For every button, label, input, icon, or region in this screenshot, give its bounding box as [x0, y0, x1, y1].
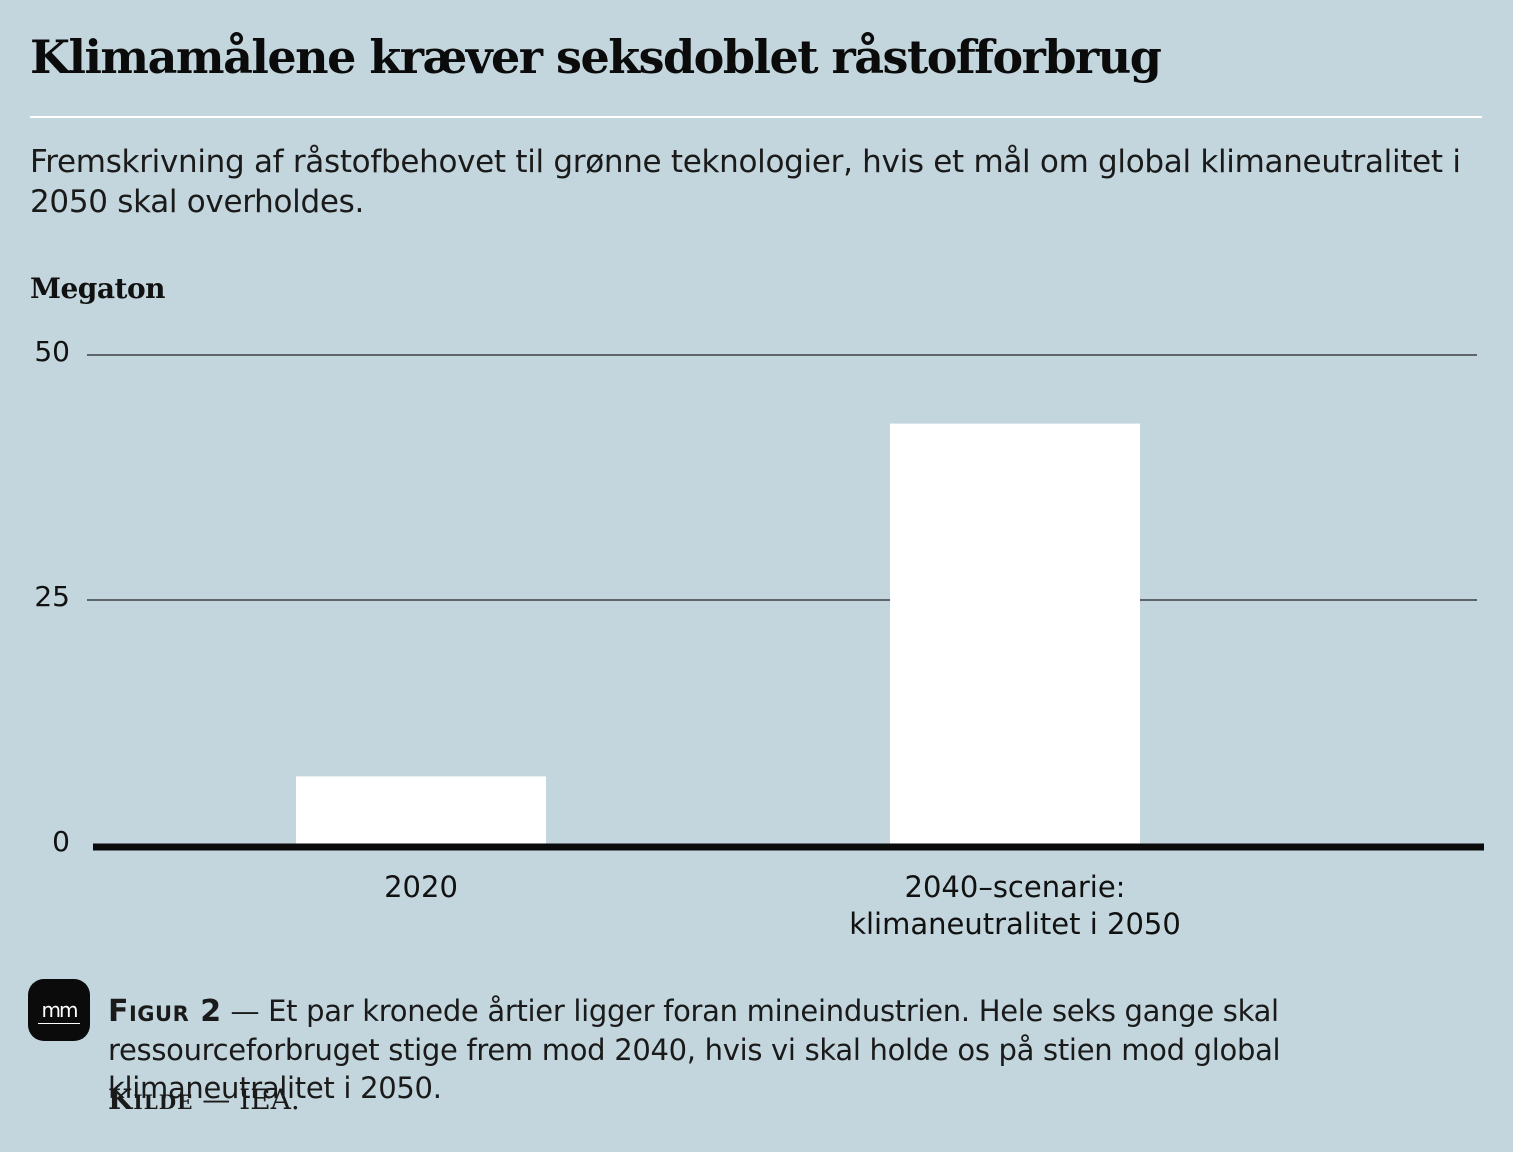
- x-tick-label: klimaneutralitet i 2050: [849, 907, 1181, 941]
- y-axis-unit-label: Megaton: [30, 272, 166, 305]
- chart-title: Klimamålene kræver seksdoblet råstofforb…: [30, 30, 1162, 84]
- x-tick-label: 2020: [384, 870, 458, 904]
- source-text: IEA.: [239, 1083, 300, 1116]
- bar-1: [890, 423, 1140, 845]
- gridlines: [87, 354, 1477, 601]
- source-dash: —: [202, 1083, 231, 1116]
- source-label: Kilde: [108, 1083, 194, 1116]
- y-tick-label: 50: [34, 335, 70, 368]
- x-tick-label: 2040–scenarie:: [905, 870, 1126, 904]
- bar-chart: 0 25 50 2020 2040–scenarie:klimaneutralitet…: [34, 335, 1484, 941]
- source-line: Kilde — IEA.: [108, 1083, 300, 1116]
- y-tick-labels: 0 25 50: [34, 335, 70, 858]
- caption-dash: —: [230, 994, 260, 1028]
- figure-label: Figur 2: [108, 994, 222, 1029]
- figure-caption: Figur 2 — Et par kronede årtier ligger f…: [108, 992, 1493, 1107]
- bars: [296, 423, 1140, 845]
- logo-underline: [38, 1023, 80, 1024]
- publisher-logo: mm: [28, 979, 90, 1041]
- chart-subtitle: Fremskrivning af råstofbehovet til grønn…: [30, 144, 1461, 220]
- x-tick-labels: 2020 2040–scenarie:klimaneutralitet i 205…: [384, 870, 1181, 941]
- y-tick-label: 0: [52, 825, 70, 858]
- title-divider: [30, 116, 1482, 118]
- bar-0: [296, 776, 546, 845]
- y-tick-label: 25: [34, 580, 70, 613]
- logo-text: mm: [41, 998, 79, 1022]
- caption-text: Et par kronede årtier ligger foran minei…: [108, 994, 1281, 1105]
